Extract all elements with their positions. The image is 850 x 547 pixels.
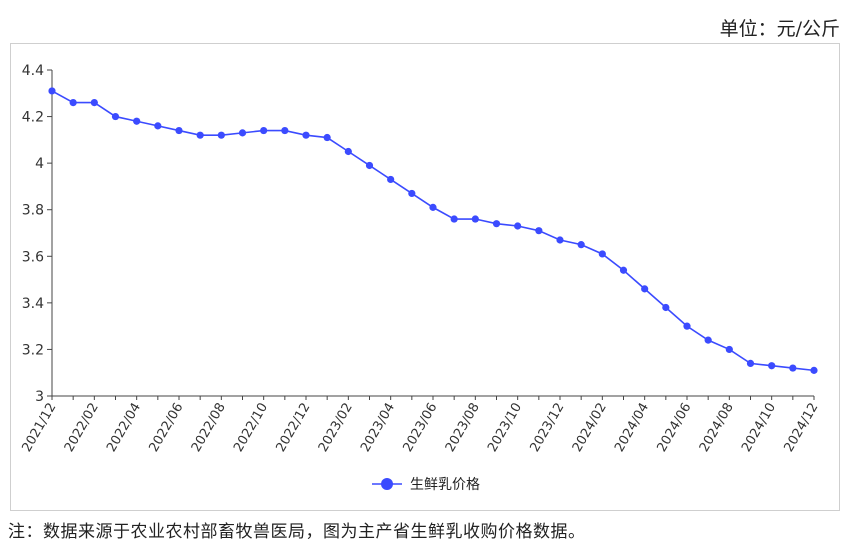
y-tick-label: 4.4 bbox=[22, 63, 44, 79]
data-point bbox=[471, 215, 479, 223]
data-point bbox=[323, 133, 331, 142]
data-point bbox=[69, 99, 77, 107]
data-point bbox=[260, 126, 268, 135]
x-tick-label: 2022/10 bbox=[231, 401, 271, 455]
x-tick-label: 2023/10 bbox=[485, 401, 525, 455]
series-layer bbox=[48, 87, 818, 374]
x-tick-label: 2023/06 bbox=[400, 401, 440, 455]
x-tick-label: 2023/04 bbox=[358, 401, 398, 455]
x-axis-ticks: 2021/12 2022/02 2022/04 2022/06 2022/08 2022/… bbox=[19, 396, 821, 455]
data-point bbox=[662, 303, 670, 312]
legend-label: 生鲜乳价格 bbox=[410, 477, 480, 493]
x-tick-label: 2024/12 bbox=[781, 401, 821, 455]
data-point bbox=[48, 87, 56, 95]
data-point bbox=[175, 126, 183, 135]
series-line bbox=[51, 90, 815, 372]
data-point bbox=[344, 147, 352, 156]
source-note: 注：数据来源于农业农村部畜牧兽医局，图为主产省生鲜乳收购价格数据。 bbox=[8, 522, 586, 542]
data-point bbox=[408, 189, 416, 198]
legend-marker bbox=[381, 478, 393, 490]
x-tick-label: 2024/02 bbox=[570, 401, 610, 455]
y-tick-label: 3.8 bbox=[22, 203, 44, 219]
data-point bbox=[556, 236, 564, 244]
x-tick-label: 2024/04 bbox=[612, 401, 652, 455]
y-tick-label: 3.4 bbox=[22, 296, 44, 312]
x-tick-label: 2022/04 bbox=[104, 401, 144, 455]
data-point bbox=[154, 122, 162, 130]
data-point bbox=[429, 203, 437, 211]
data-point bbox=[619, 266, 628, 274]
data-point bbox=[683, 322, 691, 330]
unit-label: 单位：元/公斤 bbox=[719, 18, 840, 40]
y-tick-label: 4.2 bbox=[22, 110, 44, 126]
data-point bbox=[238, 129, 247, 137]
data-point bbox=[450, 215, 458, 223]
y-tick-label: 3 bbox=[35, 389, 44, 405]
data-point bbox=[302, 131, 310, 139]
data-point bbox=[281, 126, 289, 135]
data-point bbox=[492, 220, 501, 228]
data-point bbox=[535, 227, 543, 235]
x-tick-label: 2024/08 bbox=[697, 401, 737, 455]
x-tick-label: 2022/12 bbox=[273, 401, 313, 455]
data-point bbox=[641, 285, 649, 293]
legend: 生鲜乳价格 bbox=[372, 477, 480, 493]
x-tick-label: 2023/08 bbox=[443, 401, 483, 455]
data-point bbox=[387, 175, 395, 184]
data-point bbox=[746, 359, 755, 367]
data-point bbox=[217, 131, 225, 139]
data-point bbox=[133, 117, 141, 125]
data-point bbox=[196, 131, 204, 139]
x-tick-label: 2022/08 bbox=[189, 401, 229, 455]
x-tick-label: 2023/12 bbox=[527, 401, 567, 455]
x-tick-label: 2024/06 bbox=[654, 401, 694, 455]
data-point bbox=[365, 161, 374, 170]
x-tick-label: 2022/06 bbox=[146, 401, 186, 455]
data-point bbox=[704, 336, 712, 344]
x-tick-label: 2023/02 bbox=[316, 401, 356, 455]
axes bbox=[51, 70, 814, 397]
y-tick-label: 3.2 bbox=[22, 342, 44, 358]
data-point bbox=[768, 362, 776, 370]
data-point bbox=[725, 345, 733, 354]
data-point bbox=[577, 241, 585, 249]
x-tick-label: 2021/12 bbox=[19, 401, 59, 455]
data-point bbox=[111, 112, 120, 121]
y-axis-ticks: 3 3.2 3.4 3.6 3.8 4 4.2 4.4 bbox=[22, 63, 52, 405]
data-point bbox=[810, 366, 818, 374]
x-tick-label: 2024/10 bbox=[739, 401, 779, 455]
data-point bbox=[789, 364, 797, 372]
x-tick-label: 2022/02 bbox=[62, 401, 102, 455]
y-tick-label: 3.6 bbox=[22, 249, 44, 265]
data-point bbox=[514, 222, 522, 230]
data-point bbox=[598, 250, 606, 258]
chart-frame bbox=[10, 43, 840, 511]
data-point bbox=[90, 99, 98, 107]
y-tick-label: 4 bbox=[35, 156, 44, 172]
